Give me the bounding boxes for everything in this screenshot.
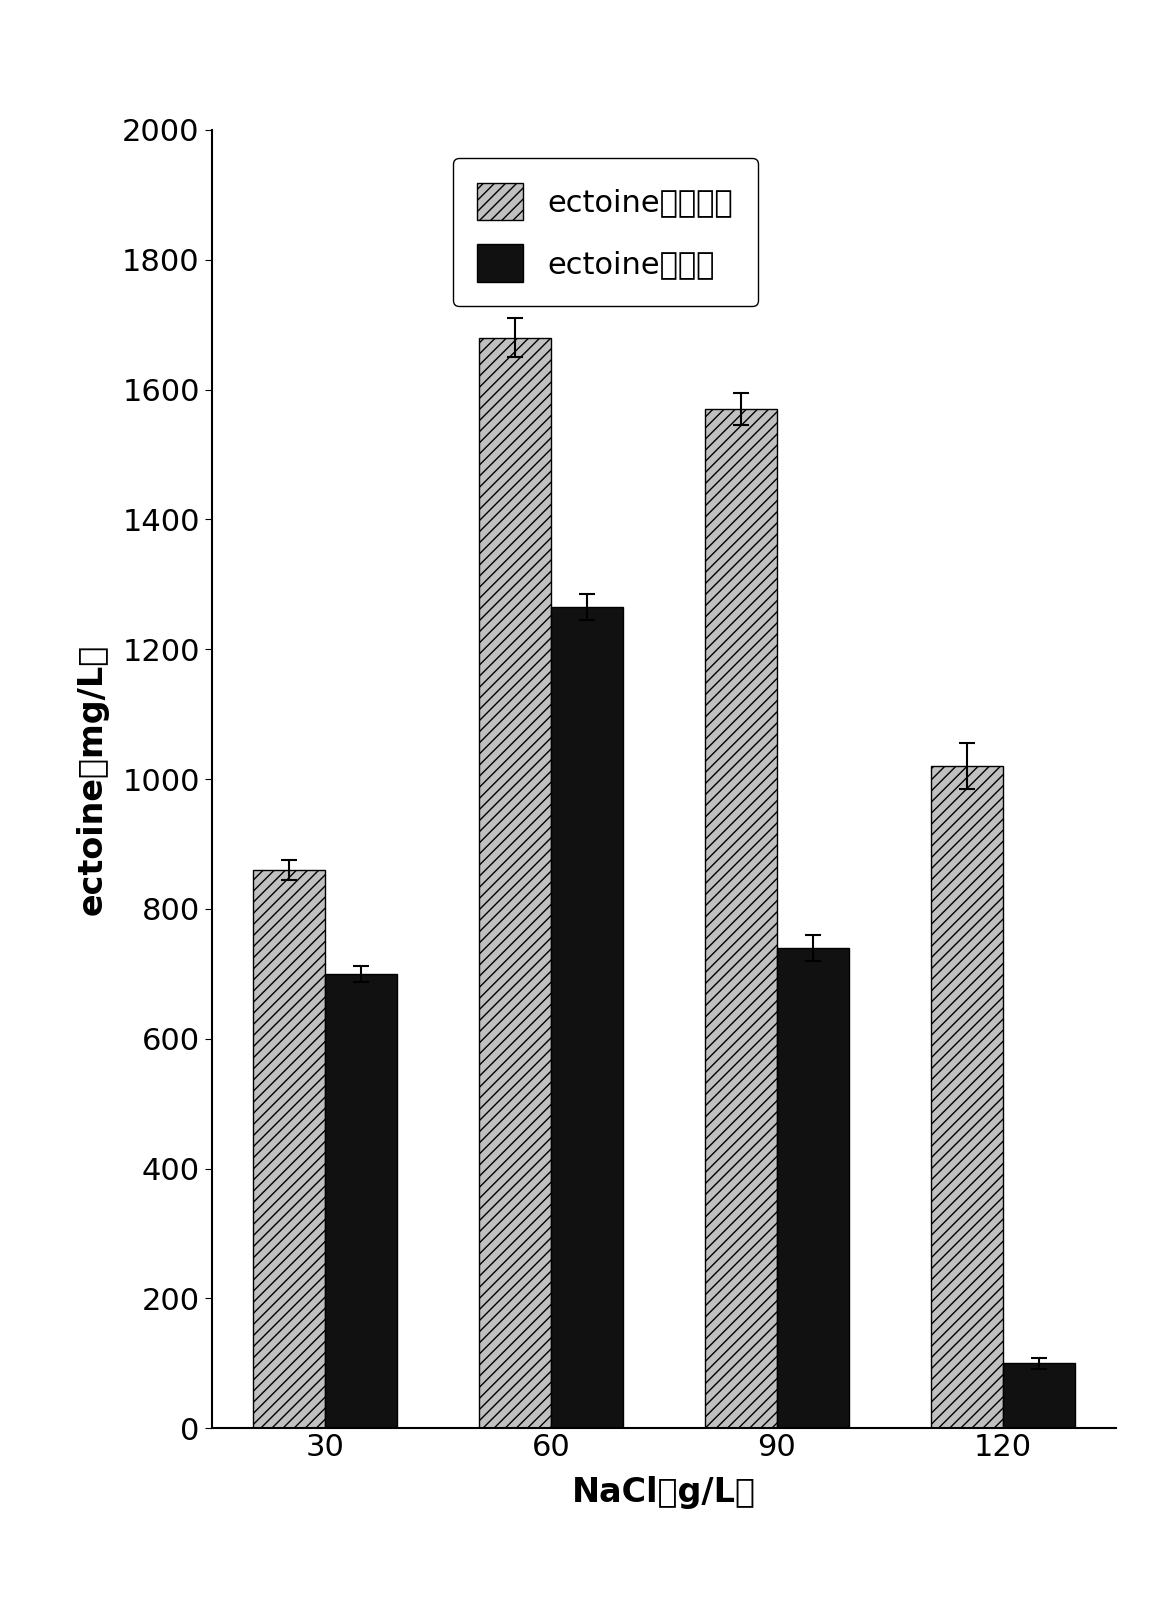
Bar bbox=[325, 974, 397, 1428]
Bar bbox=[931, 766, 1002, 1428]
Legend: ectoine总合成量, ectoine分泌量: ectoine总合成量, ectoine分泌量 bbox=[454, 157, 758, 307]
Bar bbox=[705, 409, 777, 1428]
X-axis label: NaCl（g/L）: NaCl（g/L） bbox=[572, 1475, 756, 1509]
Bar bbox=[1002, 1363, 1075, 1428]
Bar bbox=[777, 948, 850, 1428]
Bar bbox=[478, 338, 551, 1428]
Y-axis label: ectoine（mg/L）: ectoine（mg/L） bbox=[75, 643, 108, 915]
Bar bbox=[551, 607, 623, 1428]
Bar bbox=[253, 870, 325, 1428]
